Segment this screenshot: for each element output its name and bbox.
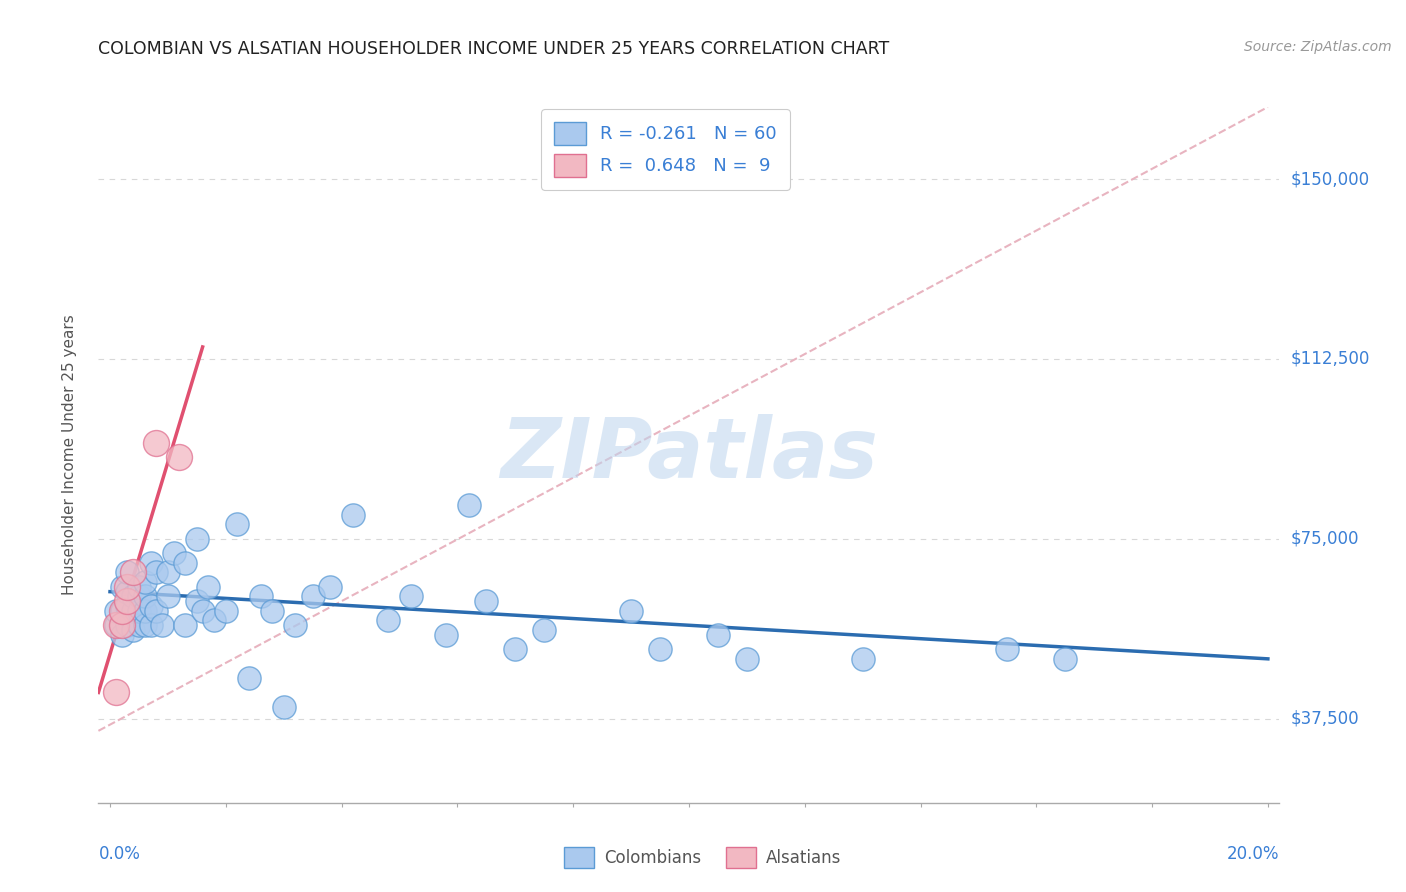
Point: [117, 599, 139, 613]
Point: [139, 599, 162, 613]
Point: [284, 618, 307, 632]
Point: [434, 628, 457, 642]
Point: [852, 652, 875, 666]
Point: [145, 604, 167, 618]
Text: $150,000: $150,000: [1291, 170, 1369, 188]
Point: [122, 566, 145, 580]
Point: [226, 517, 249, 532]
Point: [319, 580, 342, 594]
Point: [145, 566, 167, 580]
Point: [110, 604, 132, 618]
Point: [122, 604, 145, 618]
Point: [273, 699, 295, 714]
Point: [156, 566, 179, 580]
Point: [197, 580, 219, 594]
Point: [104, 685, 127, 699]
Point: [139, 618, 162, 632]
Point: [186, 532, 208, 546]
Point: [117, 594, 139, 608]
Point: [128, 590, 150, 604]
Point: [707, 628, 730, 642]
Text: ZIPatlas: ZIPatlas: [501, 415, 877, 495]
Point: [145, 436, 167, 450]
Point: [399, 590, 422, 604]
Text: Source: ZipAtlas.com: Source: ZipAtlas.com: [1244, 40, 1392, 54]
Point: [169, 450, 191, 465]
Point: [104, 618, 127, 632]
Point: [128, 580, 150, 594]
Point: [186, 594, 208, 608]
Point: [342, 508, 364, 522]
Point: [134, 618, 156, 632]
Point: [134, 604, 156, 618]
Text: $37,500: $37,500: [1291, 710, 1360, 728]
Point: [377, 614, 399, 628]
Point: [150, 618, 173, 632]
Point: [110, 580, 132, 594]
Point: [174, 618, 197, 632]
Text: $112,500: $112,500: [1291, 350, 1369, 368]
Point: [191, 604, 214, 618]
Point: [156, 590, 179, 604]
Point: [215, 604, 238, 618]
Point: [110, 604, 132, 618]
Point: [238, 671, 260, 685]
Point: [104, 604, 127, 618]
Point: [249, 590, 271, 604]
Point: [134, 590, 156, 604]
Point: [104, 618, 127, 632]
Point: [458, 498, 481, 512]
Point: [163, 546, 186, 560]
Point: [117, 584, 139, 599]
Text: 20.0%: 20.0%: [1227, 845, 1279, 863]
Point: [110, 628, 132, 642]
Point: [735, 652, 758, 666]
Legend: R = -0.261   N = 60, R =  0.648   N =  9: R = -0.261 N = 60, R = 0.648 N = 9: [541, 109, 790, 190]
Point: [503, 642, 526, 657]
Y-axis label: Householder Income Under 25 years: Householder Income Under 25 years: [62, 315, 77, 595]
Legend: Colombians, Alsatians: Colombians, Alsatians: [558, 840, 848, 875]
Point: [128, 618, 150, 632]
Point: [1054, 652, 1077, 666]
Point: [995, 642, 1018, 657]
Point: [128, 604, 150, 618]
Point: [620, 604, 643, 618]
Point: [117, 566, 139, 580]
Text: 0.0%: 0.0%: [98, 845, 141, 863]
Point: [648, 642, 671, 657]
Point: [301, 590, 323, 604]
Text: COLOMBIAN VS ALSATIAN HOUSEHOLDER INCOME UNDER 25 YEARS CORRELATION CHART: COLOMBIAN VS ALSATIAN HOUSEHOLDER INCOME…: [98, 40, 890, 58]
Point: [110, 618, 132, 632]
Point: [174, 556, 197, 570]
Text: $75,000: $75,000: [1291, 530, 1360, 548]
Point: [475, 594, 498, 608]
Point: [202, 614, 225, 628]
Point: [134, 575, 156, 590]
Point: [533, 623, 555, 637]
Point: [122, 590, 145, 604]
Point: [262, 604, 284, 618]
Point: [139, 556, 162, 570]
Point: [122, 623, 145, 637]
Point: [117, 618, 139, 632]
Point: [117, 580, 139, 594]
